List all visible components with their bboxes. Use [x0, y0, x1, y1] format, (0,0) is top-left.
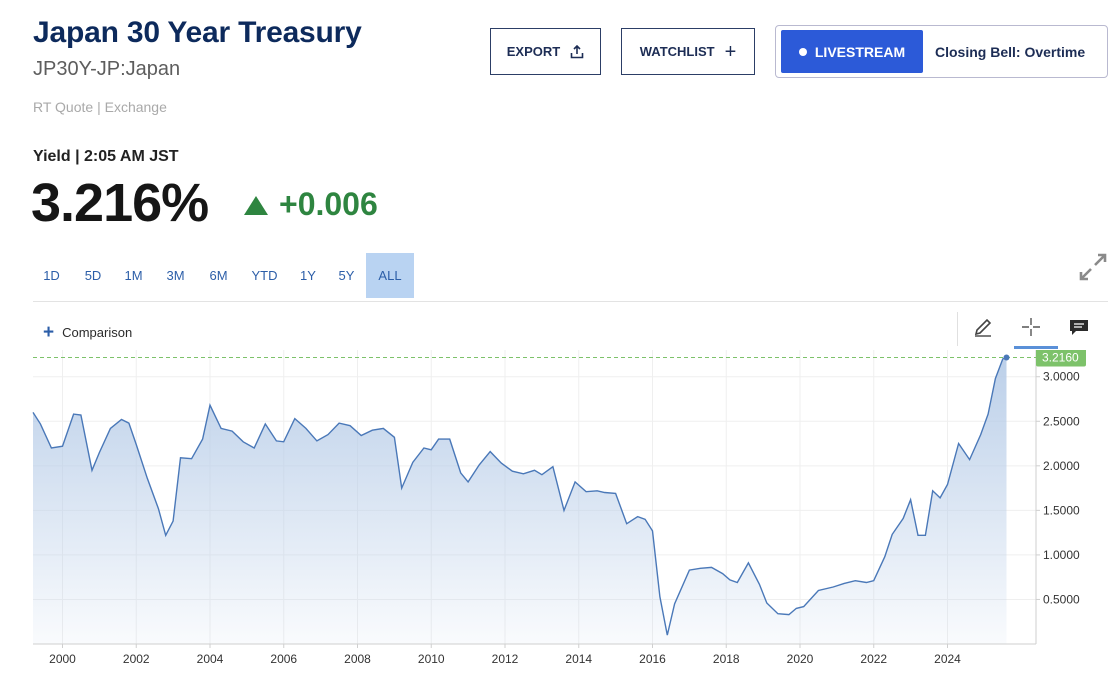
live-dot-icon: [798, 47, 807, 56]
divider: [33, 301, 1108, 302]
x-tick-label: 2006: [270, 652, 297, 666]
toolbar-divider: [957, 312, 958, 346]
range-5d[interactable]: 5D: [84, 268, 102, 283]
plus-icon: +: [724, 40, 737, 63]
livestream-button[interactable]: LIVESTREAM: [781, 30, 923, 73]
export-label: EXPORT: [506, 44, 561, 59]
crosshair-icon: [1022, 318, 1040, 336]
x-tick-label: 2010: [418, 652, 445, 666]
x-tick-label: 2016: [639, 652, 666, 666]
comparison-button[interactable]: + Comparison: [43, 323, 132, 342]
livestream-banner: LIVESTREAM Closing Bell: Overtime: [775, 25, 1108, 78]
expand-icon[interactable]: [1078, 252, 1108, 282]
symbol-subtitle: JP30Y-JP:Japan: [33, 58, 181, 80]
quote-type-label: RT Quote | Exchange: [33, 99, 167, 115]
active-tool-indicator: [1014, 346, 1058, 349]
range-3m[interactable]: 3M: [166, 268, 185, 283]
y-tick-label: 3.0000: [1043, 370, 1080, 384]
export-button[interactable]: EXPORT: [490, 28, 601, 75]
last-point: [1003, 354, 1010, 361]
range-selector: 1D 5D 1M 3M 6M YTD 1Y 5Y ALL: [30, 253, 414, 298]
x-tick-label: 2008: [344, 652, 371, 666]
price-change: +0.006: [279, 186, 378, 222]
y-tick-label: 2.5000: [1043, 414, 1080, 428]
plus-icon: +: [43, 322, 55, 343]
comparison-label: Comparison: [62, 325, 133, 340]
x-tick-label: 2014: [565, 652, 592, 666]
x-tick-label: 2018: [713, 652, 740, 666]
range-1m[interactable]: 1M: [124, 268, 143, 283]
series-line: [32, 356, 1007, 636]
watchlist-button[interactable]: WATCHLIST +: [621, 28, 755, 75]
x-tick-label: 2024: [934, 652, 961, 666]
last-price: 3.216%: [31, 173, 209, 233]
last-value-label: 3.2160: [1042, 350, 1079, 364]
range-5y[interactable]: 5Y: [338, 268, 355, 283]
range-1d[interactable]: 1D: [43, 268, 60, 283]
pencil-icon: [974, 318, 992, 337]
draw-tool-button[interactable]: [968, 314, 998, 340]
range-1y[interactable]: 1Y: [300, 268, 316, 283]
range-6m[interactable]: 6M: [209, 268, 228, 283]
y-tick-label: 1.0000: [1043, 548, 1080, 562]
x-tick-label: 2000: [49, 652, 76, 666]
range-all[interactable]: ALL: [366, 253, 414, 298]
range-ytd[interactable]: YTD: [251, 268, 278, 283]
notes-tool-button[interactable]: [1064, 314, 1094, 340]
x-tick-label: 2012: [492, 652, 519, 666]
comment-icon: [1070, 320, 1088, 335]
x-tick-label: 2022: [860, 652, 887, 666]
watchlist-label: WATCHLIST: [639, 44, 715, 59]
share-icon: [570, 44, 584, 58]
livestream-label: LIVESTREAM: [814, 43, 906, 60]
y-tick-label: 1.5000: [1043, 503, 1080, 517]
y-tick-label: 2.0000: [1043, 459, 1080, 473]
y-tick-label: 0.5000: [1043, 592, 1080, 606]
page-title: Japan 30 Year Treasury: [33, 16, 362, 49]
series-area: [33, 357, 1007, 644]
up-arrow-icon: [244, 196, 268, 215]
x-tick-label: 2004: [197, 652, 224, 666]
x-tick-label: 2020: [787, 652, 814, 666]
yield-time-label: Yield | 2:05 AM JST: [33, 148, 179, 165]
live-show-link[interactable]: Closing Bell: Overtime: [935, 43, 1086, 60]
last-value-tag: [1036, 350, 1086, 367]
crosshair-tool-button[interactable]: [1016, 314, 1046, 340]
x-tick-label: 2002: [123, 652, 150, 666]
yield-chart[interactable]: 0.5000 1.0000 1.5000 2.0000 2.5000 3.0000 3.21…: [0, 350, 1116, 675]
